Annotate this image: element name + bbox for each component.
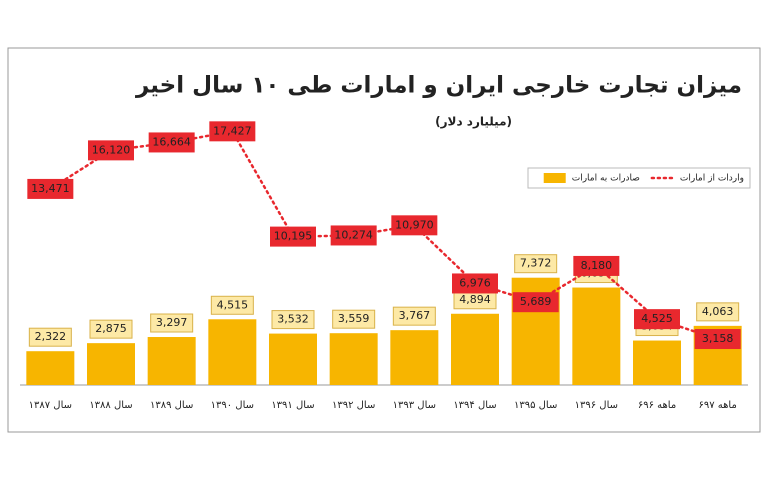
bar-label-box	[89, 319, 133, 339]
line-value-label: 16,120	[92, 143, 131, 156]
point-marker	[694, 329, 741, 350]
bar	[633, 340, 681, 385]
bar	[390, 330, 439, 385]
bar	[147, 337, 196, 385]
bar-value-label: 7,372	[520, 257, 552, 270]
line-value-label: 3,158	[702, 332, 734, 345]
x-tick-label: ۶ماهه ۹۷	[698, 400, 736, 411]
bar-value-label: 3,559	[338, 312, 370, 325]
x-tick-label: سال ۱۳۹۳	[393, 400, 436, 411]
point-marker	[148, 132, 195, 153]
line-value-label: 13,471	[31, 182, 70, 195]
point-marker	[452, 273, 498, 294]
point-marker	[27, 178, 74, 199]
x-tick-label: سال ۱۳۹۰	[211, 400, 254, 411]
point-marker	[512, 292, 559, 313]
x-tick-label: سال ۱۳۸۷	[29, 400, 72, 411]
bar-label-box	[28, 327, 72, 347]
bar	[451, 313, 499, 385]
bar	[329, 333, 378, 385]
legend-swatch	[543, 173, 566, 183]
x-tick-label: سال ۱۳۹۲	[332, 400, 375, 411]
x-tick-label: سال ۱۳۹۴	[453, 400, 496, 411]
x-tick-label: سال ۱۳۹۵	[514, 400, 557, 411]
bar-label-box	[514, 254, 558, 274]
bar-label-box	[332, 309, 376, 329]
point-marker	[634, 309, 680, 330]
bar	[208, 319, 257, 385]
bar-label-box	[696, 302, 740, 322]
bar-label-box	[392, 306, 436, 326]
line-value-label: 17,427	[213, 124, 252, 137]
point-marker	[88, 140, 134, 161]
chart-subtitle: (میلیارد دلار)	[435, 115, 512, 129]
point-marker	[391, 215, 438, 236]
bar-value-label: 4,063	[702, 305, 734, 318]
x-tick-label: سال ۱۳۸۹	[150, 400, 193, 411]
bar-label-box	[210, 295, 254, 315]
bar	[87, 343, 135, 385]
bar	[26, 351, 75, 385]
legend-label: واردات از امارات	[680, 174, 744, 184]
bar-label-box	[150, 313, 194, 333]
bar-label-box	[271, 310, 315, 330]
bar-value-label: 4,894	[459, 293, 491, 306]
bar-value-label: 4,515	[217, 298, 249, 311]
bar-value-label: 2,322	[35, 330, 67, 343]
line-value-label: 10,970	[395, 218, 434, 231]
line-value-label: 10,195	[274, 230, 313, 243]
point-marker	[573, 255, 620, 276]
x-tick-label: سال ۱۳۸۸	[89, 400, 132, 411]
line-value-label: 4,525	[641, 312, 673, 325]
bar	[269, 333, 317, 385]
chart-title: میزان تجارت خارجی ایران و امارات طی ۱۰ س…	[135, 73, 742, 99]
line-value-label: 5,689	[520, 295, 552, 308]
legend-box	[527, 167, 751, 189]
line-value-label: 6,976	[459, 276, 491, 289]
point-marker	[330, 225, 377, 246]
bar-value-label: 3,297	[156, 316, 188, 329]
x-tick-label: سال ۱۳۹۶	[575, 400, 618, 411]
bar-value-label: 3,532	[277, 313, 309, 326]
x-tick-label: سال ۱۳۹۱	[271, 400, 314, 411]
legend-label: صادرات به امارات	[572, 174, 640, 184]
point-marker	[209, 121, 256, 142]
x-tick-label: ۶ماهه ۹۶	[638, 400, 676, 411]
line-value-label: 10,274	[334, 228, 373, 241]
bar-value-label: 2,875	[95, 322, 127, 335]
point-marker	[270, 226, 316, 247]
line-value-label: 16,664	[152, 135, 191, 148]
bar	[572, 287, 621, 385]
bar-value-label: 3,767	[399, 309, 431, 322]
line-value-label: 8,180	[581, 259, 613, 272]
